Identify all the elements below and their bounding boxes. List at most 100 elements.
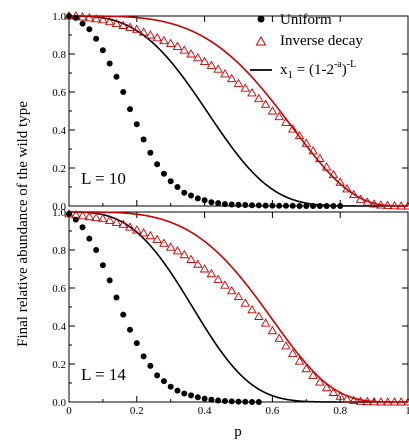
data-point-inverse xyxy=(308,145,318,155)
data-point-uniform xyxy=(262,202,269,209)
data-point-inverse xyxy=(321,382,332,392)
data-point-inverse xyxy=(315,377,325,386)
data-point-inverse xyxy=(145,230,156,240)
data-point-inverse xyxy=(193,259,203,268)
data-point-inverse xyxy=(287,124,298,133)
panel-label-bottom: L = 14 xyxy=(81,365,126,384)
data-point-inverse xyxy=(111,18,122,28)
data-point-uniform xyxy=(147,362,154,369)
data-point-inverse xyxy=(328,387,339,396)
data-point-uniform xyxy=(221,398,228,405)
data-point-inverse xyxy=(226,73,237,83)
data-point-inverse xyxy=(369,199,379,208)
data-point-inverse xyxy=(172,41,183,50)
data-point-inverse xyxy=(376,200,386,209)
data-point-uniform xyxy=(140,136,147,143)
data-point-inverse xyxy=(301,363,312,373)
data-point-uniform xyxy=(72,14,79,21)
panel-label-top: L = 10 xyxy=(81,169,126,188)
data-point-uniform xyxy=(310,203,317,209)
data-point-uniform xyxy=(194,394,201,401)
data-point-uniform xyxy=(140,353,147,360)
data-point-uniform xyxy=(66,13,72,19)
data-point-inverse xyxy=(247,304,257,314)
y-tick-label: 0.0 xyxy=(52,201,66,213)
data-point-inverse xyxy=(247,88,257,97)
data-point-inverse xyxy=(138,27,149,36)
data-point-uniform xyxy=(255,202,262,209)
data-point-uniform xyxy=(79,20,86,27)
y-tick-label: 1.0 xyxy=(52,11,66,23)
data-point-uniform xyxy=(194,195,201,202)
x-tick-label: 1 xyxy=(405,405,409,417)
data-point-uniform xyxy=(296,203,303,209)
data-point-uniform xyxy=(201,395,208,402)
data-point-inverse xyxy=(382,200,393,209)
data-point-uniform xyxy=(269,202,276,209)
data-point-inverse xyxy=(226,285,237,295)
data-point-uniform xyxy=(188,192,195,199)
data-point-inverse xyxy=(355,396,366,405)
data-point-inverse xyxy=(145,30,156,39)
data-point-inverse xyxy=(84,12,95,22)
data-point-inverse xyxy=(254,93,264,103)
data-point-uniform xyxy=(160,170,167,177)
legend: Uniform Inverse decay x1 = (1-2-a)-L xyxy=(250,12,363,81)
data-point-uniform xyxy=(221,201,228,208)
data-point-inverse xyxy=(287,348,298,357)
data-point-inverse xyxy=(342,394,352,403)
data-point-inverse xyxy=(240,83,251,92)
data-point-inverse xyxy=(138,227,149,237)
data-point-uniform xyxy=(188,392,195,399)
data-point-uniform xyxy=(228,398,235,405)
x-tick-label: 0.8 xyxy=(333,405,347,417)
data-point-uniform xyxy=(93,35,100,42)
data-point-uniform xyxy=(181,189,188,196)
data-point-inverse xyxy=(260,318,271,327)
data-point-inverse xyxy=(403,397,409,406)
data-point-inverse xyxy=(301,138,312,147)
legend-label-theory: x1 = (1-2-a)-L xyxy=(280,59,356,81)
data-point-uniform xyxy=(323,203,330,209)
data-point-uniform xyxy=(99,47,106,54)
data-point-uniform xyxy=(160,378,167,385)
data-point-inverse xyxy=(199,56,210,66)
x-tick-label: 0.2 xyxy=(130,405,144,417)
data-point-inverse xyxy=(199,264,210,273)
data-point-uniform xyxy=(242,202,249,209)
data-point-uniform xyxy=(255,399,262,405)
data-point-uniform xyxy=(249,399,256,405)
legend-marker-inverse xyxy=(255,35,267,46)
data-point-uniform xyxy=(276,202,283,209)
data-point-inverse xyxy=(165,242,176,251)
data-point-uniform xyxy=(120,89,127,95)
data-point-inverse xyxy=(186,49,196,58)
data-point-uniform xyxy=(235,201,242,208)
data-point-uniform xyxy=(181,390,188,397)
data-point-uniform xyxy=(120,311,127,318)
y-tick-label: 0.8 xyxy=(52,245,66,257)
data-point-uniform xyxy=(249,202,256,209)
data-point-inverse xyxy=(362,197,373,206)
data-point-uniform xyxy=(303,203,310,209)
data-point-uniform xyxy=(86,235,93,242)
data-point-uniform xyxy=(228,201,235,208)
data-point-inverse xyxy=(348,395,359,404)
data-point-inverse xyxy=(376,397,386,406)
data-point-inverse xyxy=(125,22,135,31)
data-point-inverse xyxy=(335,177,345,186)
data-point-inverse xyxy=(403,201,409,210)
y-tick-label: 0.2 xyxy=(52,163,66,175)
y-tick-label: 0.0 xyxy=(52,397,66,409)
x-axis-label: p xyxy=(234,424,242,440)
data-point-inverse xyxy=(369,396,379,406)
data-point-uniform xyxy=(72,216,79,223)
x-tick-label: 0 xyxy=(66,405,72,417)
data-point-uniform xyxy=(93,247,100,253)
data-point-inverse xyxy=(355,194,366,203)
data-point-inverse xyxy=(77,210,88,220)
legend-marker-uniform xyxy=(257,15,265,23)
data-point-inverse xyxy=(274,333,284,342)
data-point-uniform xyxy=(208,396,215,403)
